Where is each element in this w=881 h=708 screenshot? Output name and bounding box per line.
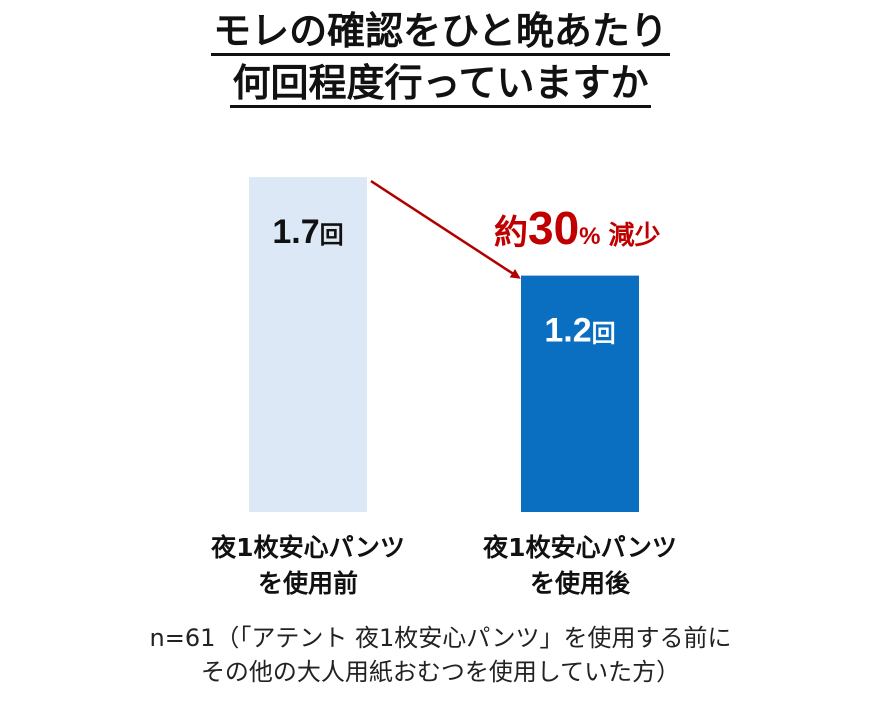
category-label-2: 夜1枚安心パンツ を使用後 bbox=[450, 530, 710, 602]
annotation-number: 30 bbox=[528, 202, 579, 254]
bar-value-label-2: 1.2回 bbox=[544, 312, 615, 350]
bar-value-unit-1: 回 bbox=[320, 221, 344, 249]
annotation-prefix: 約 bbox=[494, 213, 528, 253]
sample-note-line-1: n=61（「アテント 夜1枚安心パンツ」を使用する前に bbox=[149, 624, 732, 652]
chart-title-line-1: モレの確認をひと晩あたり bbox=[0, 8, 881, 56]
decrease-annotation: 約30% 減少 bbox=[494, 202, 661, 254]
bar-value-number-2: 1.2 bbox=[544, 312, 591, 350]
bar-value-unit-2: 回 bbox=[592, 320, 616, 348]
category-label-1-line-1: 夜1枚安心パンツ bbox=[211, 533, 405, 562]
category-label-2-line-2: を使用後 bbox=[529, 569, 630, 598]
decrease-arrow bbox=[370, 180, 521, 279]
category-label-1: 夜1枚安心パンツ を使用前 bbox=[178, 530, 438, 602]
bar-value-label-1: 1.7回 bbox=[272, 213, 343, 251]
bar-1 bbox=[249, 177, 367, 512]
sample-note-line-2: その他の大人用紙おむつを使用していた方） bbox=[200, 658, 681, 686]
chart-title-line-2: 何回程度行っていますか bbox=[0, 60, 881, 108]
annotation-percent: % bbox=[579, 223, 600, 250]
annotation-suffix: 減少 bbox=[609, 221, 661, 251]
bar-value-number-1: 1.7 bbox=[272, 213, 319, 251]
category-label-1-line-2: を使用前 bbox=[257, 569, 358, 598]
bar-2 bbox=[521, 275, 639, 512]
category-label-2-line-1: 夜1枚安心パンツ bbox=[483, 533, 677, 562]
